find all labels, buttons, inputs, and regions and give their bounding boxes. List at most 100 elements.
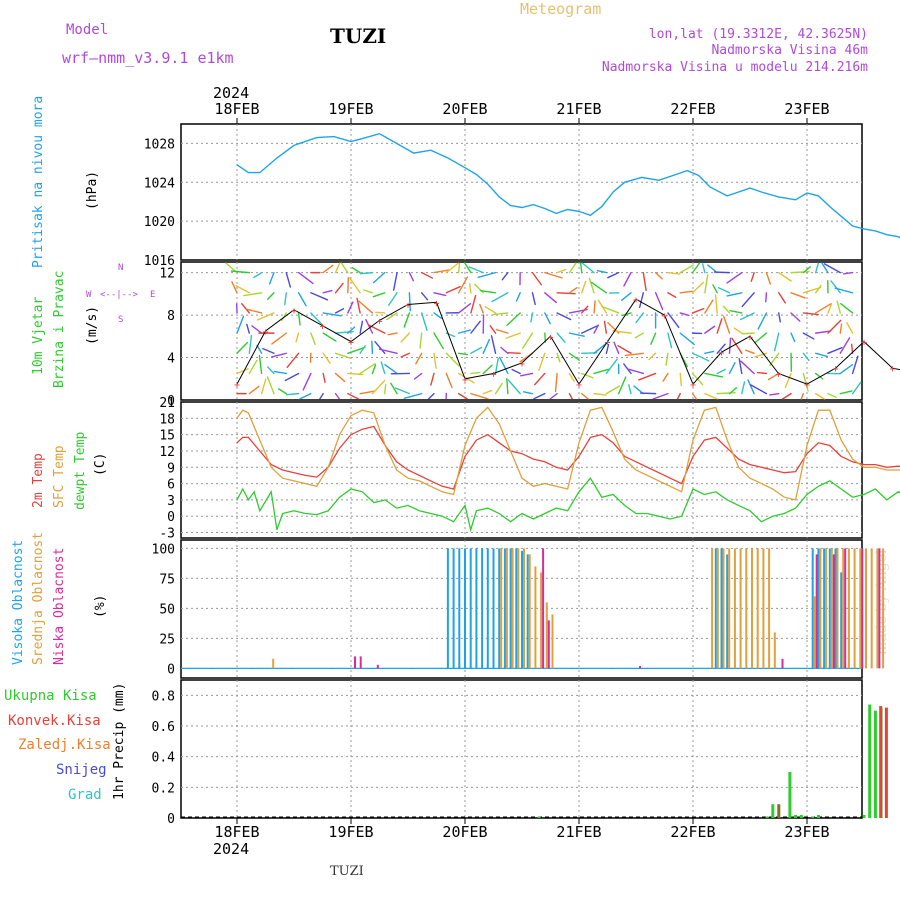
wind-arrow xyxy=(334,330,355,334)
wind-arrow xyxy=(468,283,472,294)
wind-arrow xyxy=(295,332,300,343)
wind-arrow xyxy=(522,391,534,395)
wind-arrow xyxy=(457,392,469,400)
wind-arrow xyxy=(380,361,386,375)
wind-arrow xyxy=(457,276,469,294)
wind-arrow xyxy=(679,372,682,387)
wind-arrow xyxy=(482,338,491,354)
y-tick-label: 100 xyxy=(152,542,175,557)
y-tick-label: 50 xyxy=(159,602,175,617)
compass-east: E xyxy=(150,290,155,300)
wind-arrow xyxy=(365,318,374,334)
temp-title-3: dewpt Temp xyxy=(73,432,88,510)
wind-arrow xyxy=(511,368,521,375)
wind-arrow xyxy=(654,271,663,280)
wind-arrow xyxy=(231,281,238,294)
precip-bar xyxy=(788,772,792,818)
wind-arrow xyxy=(515,292,521,302)
wind-arrow xyxy=(544,292,557,304)
y-tick-label: 0.2 xyxy=(152,781,175,796)
wind-arrow xyxy=(375,311,386,314)
wind-arrow xyxy=(243,292,263,297)
wind-arrow xyxy=(800,392,805,400)
wind-arrow xyxy=(790,292,806,299)
wind-arrow xyxy=(691,392,698,400)
wind-gust-marker: + xyxy=(833,364,839,375)
wind-arrow xyxy=(494,382,503,395)
wind-arrow xyxy=(617,376,627,395)
wind-arrow xyxy=(505,332,521,339)
wind-arrow xyxy=(802,352,810,362)
wind-arrow xyxy=(707,264,718,274)
wind-arrow xyxy=(590,281,608,294)
wind-gust-marker: + xyxy=(348,338,354,349)
wind-arrow xyxy=(270,352,287,358)
wind-arrow xyxy=(477,271,497,278)
wind-arrow xyxy=(642,271,647,292)
wind-arrow xyxy=(358,300,374,314)
wind-arrow xyxy=(310,292,329,301)
wind-arrow xyxy=(403,312,411,328)
cloud-panel: 0 25 50 75 100 xyxy=(152,539,885,679)
wind-arrow xyxy=(299,392,312,400)
bottom-time-axis: 18FEB 19FEB 20FEB 21FEB 22FEB 23FEB xyxy=(214,818,830,841)
wind-arrow xyxy=(747,379,755,395)
wind-arrow xyxy=(415,352,423,365)
wind-arrow xyxy=(322,264,334,274)
wind-gust-marker: + xyxy=(690,380,696,391)
wind-arrow xyxy=(334,352,351,359)
wind-arrow xyxy=(593,324,599,334)
wind-arrow xyxy=(277,388,287,395)
wind-arrow xyxy=(302,372,312,391)
wind-arrow xyxy=(322,352,331,364)
wind-arrow xyxy=(667,332,673,349)
wind-arrow xyxy=(506,312,521,326)
wind-arrow xyxy=(236,368,249,375)
precip-bar xyxy=(879,706,883,818)
panel-frame xyxy=(180,401,863,539)
wind-arrow xyxy=(334,262,341,274)
day-label-top: 21FEB xyxy=(556,100,601,118)
wind-arrow xyxy=(253,271,263,279)
day-label-bottom: 20FEB xyxy=(442,823,487,841)
precip-bar xyxy=(794,814,798,818)
wind-arrow xyxy=(717,287,731,294)
y-tick-label: 3 xyxy=(167,494,175,509)
wind-arrow xyxy=(392,271,398,291)
temp-line-2 xyxy=(236,477,900,533)
wind-arrow xyxy=(691,281,705,294)
wind-arrow xyxy=(749,384,768,395)
wind-gust-marker: + xyxy=(462,375,468,386)
wind-arrow xyxy=(506,377,509,395)
wind-title-1: 10m Vjetar xyxy=(31,297,46,375)
wind-arrow xyxy=(842,271,854,275)
cloud-title-1: Visoka Oblacnost xyxy=(11,540,26,665)
wind-arrow xyxy=(639,392,657,395)
wind-arrow xyxy=(704,392,718,400)
y-tick-label: 0.6 xyxy=(152,720,175,735)
wind-arrow xyxy=(839,363,854,375)
wind-arrow xyxy=(433,312,442,319)
wind-arrow xyxy=(470,371,481,375)
wind-arrow xyxy=(648,352,657,361)
wind-arrow xyxy=(236,315,245,334)
temp-line-1 xyxy=(236,406,900,501)
precip-legend-hail: Grad xyxy=(68,787,102,803)
wind-gust-marker: + xyxy=(405,300,411,311)
precip-unit: 1hr Precip (mm) xyxy=(112,683,127,800)
wind-arrow xyxy=(581,392,589,400)
day-label-top: 18FEB xyxy=(214,100,259,118)
wind-arrow xyxy=(310,312,322,325)
wind-arrow xyxy=(490,335,497,354)
wind-arrow xyxy=(802,332,815,340)
wind-gust-marker: + xyxy=(861,338,867,349)
wind-arrow xyxy=(814,262,820,274)
top-time-axis: 18FEB 19FEB 20FEB 21FEB 22FEB 23FEB xyxy=(214,100,830,124)
compass-north: N xyxy=(118,263,123,273)
wind-arrow xyxy=(704,372,724,378)
wind-arrow xyxy=(778,292,786,304)
wind-arrow xyxy=(827,346,843,354)
wind-arrow xyxy=(420,312,428,331)
wind-arrow xyxy=(284,372,300,382)
wind-arrow xyxy=(359,390,376,395)
